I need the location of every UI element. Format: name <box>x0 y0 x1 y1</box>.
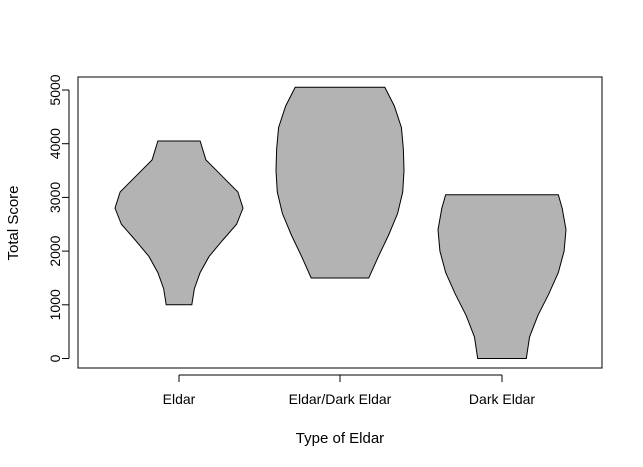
plot-frame <box>77 76 603 369</box>
x-axis-label: Type of Eldar <box>296 430 384 447</box>
x-tick-label-dark-eldar: Dark Eldar <box>469 391 535 407</box>
y-axis: 0 1000 2000 3000 4000 5000 <box>47 74 70 362</box>
violins-group <box>114 86 567 359</box>
violin-dark-eldar <box>437 194 567 359</box>
x-axis: Eldar Eldar/Dark Eldar Dark Eldar <box>163 374 535 407</box>
y-tick-label-3000: 3000 <box>47 182 63 213</box>
y-tick-label-2000: 2000 <box>47 235 63 266</box>
y-tick-label-1000: 1000 <box>47 289 63 320</box>
y-tick-label-0: 0 <box>47 354 63 362</box>
y-axis-label: Total Score <box>5 185 22 260</box>
y-tick-label-5000: 5000 <box>47 74 63 105</box>
y-tick-label-4000: 4000 <box>47 128 63 159</box>
x-tick-label-eldar: Eldar <box>163 391 196 407</box>
violin-eldar-dark-eldar <box>275 86 405 279</box>
x-tick-label-eldar-dark-eldar: Eldar/Dark Eldar <box>289 391 392 407</box>
violin-eldar <box>114 140 244 306</box>
